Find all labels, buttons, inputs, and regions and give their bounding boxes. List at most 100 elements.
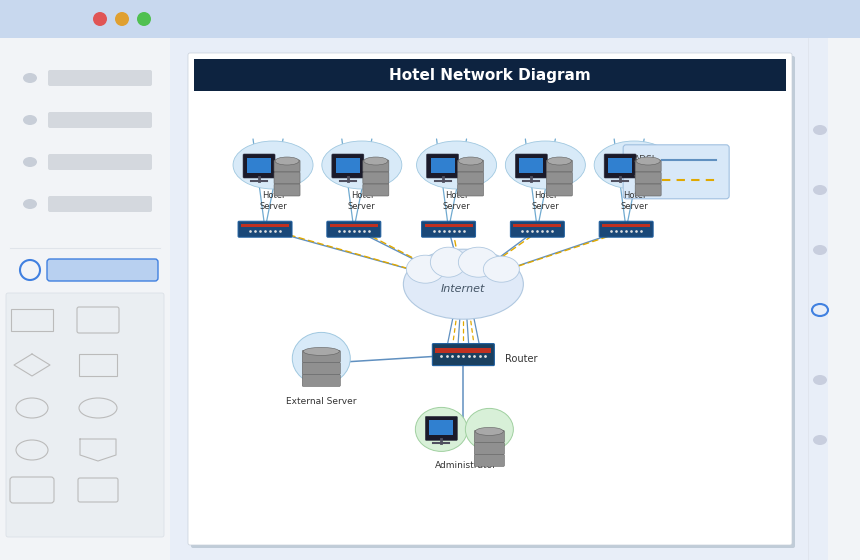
FancyBboxPatch shape [519, 158, 544, 173]
Text: Hotel
Server: Hotel Server [443, 191, 470, 211]
FancyBboxPatch shape [608, 158, 632, 173]
FancyBboxPatch shape [828, 38, 860, 560]
Ellipse shape [813, 185, 827, 195]
Ellipse shape [594, 141, 674, 189]
FancyBboxPatch shape [475, 431, 504, 442]
Text: Hotel
Server: Hotel Server [531, 191, 559, 211]
FancyBboxPatch shape [274, 160, 300, 172]
Ellipse shape [547, 157, 571, 165]
Text: Administrator: Administrator [434, 461, 496, 470]
FancyBboxPatch shape [425, 224, 472, 227]
FancyBboxPatch shape [427, 154, 458, 178]
FancyBboxPatch shape [6, 293, 164, 537]
Text: VPN: VPN [634, 175, 653, 184]
FancyBboxPatch shape [636, 184, 661, 196]
FancyBboxPatch shape [48, 154, 152, 170]
Ellipse shape [23, 115, 37, 125]
FancyBboxPatch shape [475, 454, 504, 466]
Ellipse shape [813, 435, 827, 445]
Ellipse shape [23, 199, 37, 209]
Text: Router: Router [506, 353, 538, 363]
FancyBboxPatch shape [327, 221, 381, 237]
Text: ADSL: ADSL [634, 155, 658, 164]
Ellipse shape [506, 141, 586, 189]
FancyBboxPatch shape [302, 375, 341, 386]
FancyBboxPatch shape [48, 196, 152, 212]
FancyBboxPatch shape [243, 154, 275, 178]
FancyBboxPatch shape [458, 172, 483, 184]
Text: External Server: External Server [286, 398, 357, 407]
FancyBboxPatch shape [336, 158, 359, 173]
FancyBboxPatch shape [302, 362, 341, 375]
Ellipse shape [275, 157, 299, 165]
Circle shape [93, 12, 107, 26]
Ellipse shape [292, 333, 350, 384]
Ellipse shape [813, 125, 827, 135]
FancyBboxPatch shape [48, 70, 152, 86]
FancyBboxPatch shape [599, 221, 653, 237]
FancyBboxPatch shape [302, 351, 341, 362]
FancyBboxPatch shape [513, 224, 562, 227]
FancyBboxPatch shape [48, 112, 152, 128]
FancyBboxPatch shape [458, 160, 483, 172]
FancyBboxPatch shape [636, 172, 661, 184]
FancyBboxPatch shape [330, 224, 378, 227]
FancyBboxPatch shape [431, 158, 455, 173]
FancyBboxPatch shape [188, 53, 792, 545]
Ellipse shape [415, 408, 467, 451]
FancyBboxPatch shape [429, 421, 453, 436]
FancyBboxPatch shape [332, 154, 364, 178]
FancyBboxPatch shape [0, 38, 170, 560]
Ellipse shape [322, 141, 402, 189]
Ellipse shape [483, 256, 519, 282]
Ellipse shape [416, 141, 496, 189]
Ellipse shape [403, 249, 524, 319]
FancyBboxPatch shape [191, 56, 795, 548]
Text: Hotel
Server: Hotel Server [620, 191, 648, 211]
FancyBboxPatch shape [546, 184, 573, 196]
FancyBboxPatch shape [636, 160, 661, 172]
Circle shape [137, 12, 151, 26]
FancyBboxPatch shape [421, 221, 476, 237]
FancyBboxPatch shape [363, 172, 389, 184]
Ellipse shape [430, 247, 466, 277]
FancyBboxPatch shape [435, 348, 491, 353]
FancyBboxPatch shape [458, 184, 483, 196]
FancyBboxPatch shape [0, 0, 860, 38]
Ellipse shape [407, 255, 445, 283]
Text: Internet: Internet [441, 284, 486, 294]
FancyBboxPatch shape [247, 158, 271, 173]
Circle shape [115, 12, 129, 26]
FancyBboxPatch shape [47, 259, 158, 281]
FancyBboxPatch shape [602, 224, 650, 227]
Ellipse shape [458, 247, 498, 277]
FancyBboxPatch shape [510, 221, 564, 237]
Ellipse shape [23, 157, 37, 167]
Text: Hotel Network Diagram: Hotel Network Diagram [389, 68, 591, 82]
FancyBboxPatch shape [238, 221, 292, 237]
Ellipse shape [465, 408, 513, 450]
FancyBboxPatch shape [515, 154, 547, 178]
FancyBboxPatch shape [241, 224, 289, 227]
FancyBboxPatch shape [194, 59, 786, 91]
Ellipse shape [23, 73, 37, 83]
Ellipse shape [364, 157, 388, 165]
Ellipse shape [813, 375, 827, 385]
FancyBboxPatch shape [363, 184, 389, 196]
Ellipse shape [304, 347, 340, 356]
FancyBboxPatch shape [546, 172, 573, 184]
FancyBboxPatch shape [546, 160, 573, 172]
Ellipse shape [813, 245, 827, 255]
Ellipse shape [636, 157, 660, 165]
Ellipse shape [233, 141, 313, 189]
Ellipse shape [476, 427, 503, 436]
FancyBboxPatch shape [433, 344, 494, 366]
FancyBboxPatch shape [426, 417, 458, 440]
Ellipse shape [458, 157, 482, 165]
Text: Hotel
Server: Hotel Server [348, 191, 376, 211]
FancyBboxPatch shape [363, 160, 389, 172]
FancyBboxPatch shape [624, 145, 729, 199]
FancyBboxPatch shape [475, 442, 504, 454]
FancyBboxPatch shape [274, 184, 300, 196]
FancyBboxPatch shape [605, 154, 636, 178]
